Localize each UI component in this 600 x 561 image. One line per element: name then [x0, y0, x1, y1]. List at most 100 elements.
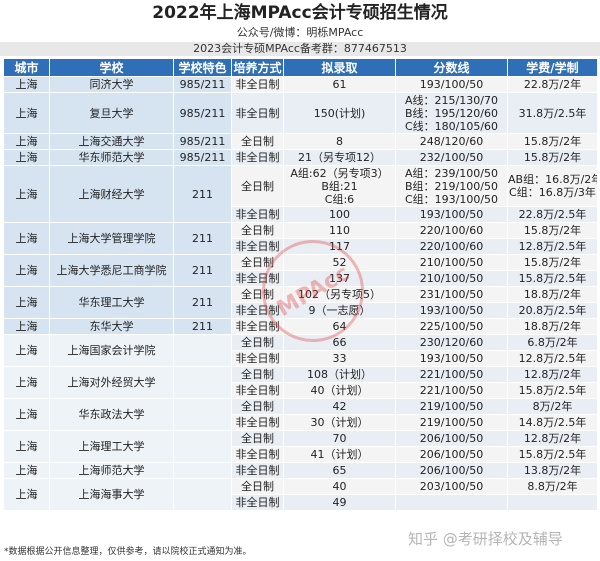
- score-cell: 225/100/50: [395, 318, 508, 335]
- mode-cell: 非全日制: [231, 206, 284, 223]
- score-cell: 210/100/50: [395, 270, 508, 287]
- score-cell: 193/100/50: [395, 302, 508, 319]
- mode-cell: 非全日制: [231, 350, 284, 367]
- score-cell: 231/100/50: [395, 286, 508, 303]
- fee-cell: 15.8万/2年: [507, 254, 598, 271]
- mode-cell: 非全日制: [231, 76, 284, 93]
- feature-cell: [173, 334, 232, 367]
- admit-cell-line: B组:21: [321, 179, 358, 193]
- city-cell: 上海: [3, 149, 50, 166]
- table-row: 上海 上海海事大学 全日制 40 203/100/50 8.8万/2年: [3, 478, 598, 511]
- score-cell-line: A组：239/100/50: [405, 166, 498, 180]
- table-row: 非全日制 30（计划） 219/100/50 14.8万/2.5年: [4, 414, 598, 431]
- admit-cell: 65: [283, 462, 396, 479]
- city-cell: 上海: [3, 430, 50, 463]
- city-cell: 上海: [3, 334, 50, 367]
- score-cell: 206/100/50: [395, 446, 508, 463]
- header-mode: 培养方式: [231, 58, 284, 77]
- score-cell: 193/100/50: [395, 206, 508, 223]
- score-cell: 220/100/60: [395, 238, 508, 255]
- fee-cell: 14.8万/2.5年: [507, 414, 598, 431]
- city-cell: 上海: [3, 398, 50, 431]
- score-cell: 210/100/50: [395, 254, 508, 271]
- fee-cell: [507, 494, 598, 511]
- table-row: 上海 上海理工大学 全日制 70 206/100/50 12.8万/2年: [3, 430, 598, 463]
- table-row: 上海 华东理工大学 211 全日制 102（另专项5） 231/100/50 18.8万/2…: [3, 286, 598, 319]
- mode-cell: 全日制: [231, 133, 284, 150]
- mode-cell: 全日制: [231, 254, 284, 271]
- feature-cell: 985/211: [173, 76, 232, 93]
- table-row: 非全日制 117 220/100/60 12.8万/2.5年: [4, 238, 598, 255]
- table-body: 上海 同济大学 985/211 非全日制 61 193/100/50 22.8万/2年 上海复…: [3, 76, 598, 511]
- fee-cell: 8.8万/2年: [507, 478, 598, 495]
- feature-cell: [173, 398, 232, 431]
- school-cell: 东华大学: [49, 318, 174, 335]
- school-cell: 上海大学悉尼工商学院: [49, 254, 174, 287]
- score-cell: 248/120/60: [395, 133, 508, 150]
- school-cell: 复旦大学: [49, 92, 174, 134]
- score-cell: 206/100/50: [395, 430, 508, 447]
- fee-cell: 15.8万/2.5年: [507, 382, 598, 399]
- fee-cell: 12.8万/2年: [507, 366, 598, 383]
- fee-cell: 15.8万/2年: [507, 149, 598, 166]
- school-cell: 同济大学: [49, 76, 174, 93]
- city-cell: 上海: [3, 366, 50, 399]
- feature-cell: 985/211: [173, 133, 232, 150]
- fee-cell: AB组：16.8万/2年 C组：16.8万/3年: [507, 165, 598, 207]
- feature-cell: 211: [173, 165, 232, 223]
- admit-cell: 100: [283, 206, 396, 223]
- header-admit: 拟录取: [283, 58, 396, 77]
- score-cell-line: C线：180/105/60: [404, 119, 499, 133]
- admit-cell: 61: [283, 76, 396, 93]
- table-row: 上海 复旦大学 985/211 非全日制 150(计划) A线：215/130/70 B线：…: [3, 92, 598, 134]
- score-cell-line: B线：195/120/60: [405, 106, 498, 120]
- mode-cell: 非全日制: [231, 238, 284, 255]
- city-cell: 上海: [3, 76, 50, 93]
- header-fee: 学费/学制: [507, 58, 598, 77]
- score-cell: 193/100/50: [395, 76, 508, 93]
- score-cell: 219/100/50: [395, 398, 508, 415]
- city-cell: 上海: [3, 133, 50, 150]
- admit-cell: 49: [283, 494, 396, 511]
- admit-cell: 40（计划）: [283, 382, 396, 399]
- admit-cell: 40: [283, 478, 396, 495]
- score-cell: 219/100/50: [395, 414, 508, 431]
- fee-cell: 18.8万/2年: [507, 318, 598, 335]
- mode-cell: 非全日制: [231, 462, 284, 479]
- admit-cell-line: C组:6: [324, 192, 355, 206]
- fee-cell: 8万/2年: [507, 398, 598, 415]
- fee-cell: 15.8万/2.5年: [507, 446, 598, 463]
- page-title: 2022年上海MPAcc会计专硕招生情况: [152, 3, 448, 23]
- score-cell-line: C组：193/100/50: [404, 192, 499, 206]
- city-cell: 上海: [3, 478, 50, 511]
- score-cell: A线：215/130/70 B线：195/120/60 C线：180/105/60: [395, 92, 508, 134]
- school-cell: 上海交通大学: [49, 133, 174, 150]
- feature-cell: 211: [173, 318, 232, 335]
- fee-cell: 20.8万/2.5年: [507, 302, 598, 319]
- city-cell: 上海: [3, 92, 50, 134]
- table-row: 上海 华东师范大学 985/211 非全日制 21（另专项12） 232/100/50 15…: [3, 149, 598, 166]
- header-school: 学校: [49, 58, 174, 77]
- city-cell: 上海: [3, 254, 50, 287]
- admit-cell: 41（计划）: [283, 446, 396, 463]
- table-header-row: 城市 学校 学校特色 培养方式 拟录取 分数线 学费/学制: [3, 58, 598, 77]
- school-cell: 上海财经大学: [49, 165, 174, 223]
- school-cell: 上海理工大学: [49, 430, 174, 463]
- admit-cell: 110: [283, 222, 396, 239]
- admit-cell: 8: [283, 133, 396, 150]
- fee-cell: 15.8万/2年: [507, 222, 598, 239]
- mode-cell: 全日制: [231, 165, 284, 207]
- school-cell: 上海师范大学: [49, 462, 174, 479]
- table-row: 非全日制 100 193/100/50 22.8万/2.5年: [4, 206, 598, 223]
- mode-cell: 非全日制: [231, 382, 284, 399]
- header-city: 城市: [3, 58, 50, 77]
- city-cell: 上海: [3, 318, 50, 335]
- table-row: 上海 上海国家会计学院 全日制 66 230/120/60 6.8万/2年: [3, 334, 598, 367]
- feature-cell: 211: [173, 286, 232, 319]
- feature-cell: 985/211: [173, 92, 232, 134]
- table-row: 上海 上海对外经贸大学 全日制 108（计划） 221/100/50 12.8万/2年: [3, 366, 598, 399]
- table-row: 上海 上海财经大学 211 全日制 A组:62（另专项3） B组:21 C组:6 A组：239…: [3, 165, 598, 223]
- school-cell: 华东师范大学: [49, 149, 174, 166]
- score-cell: 193/100/50: [395, 350, 508, 367]
- score-cell: A组：239/100/50 B组：219/100/50 C组：193/100/50: [395, 165, 508, 207]
